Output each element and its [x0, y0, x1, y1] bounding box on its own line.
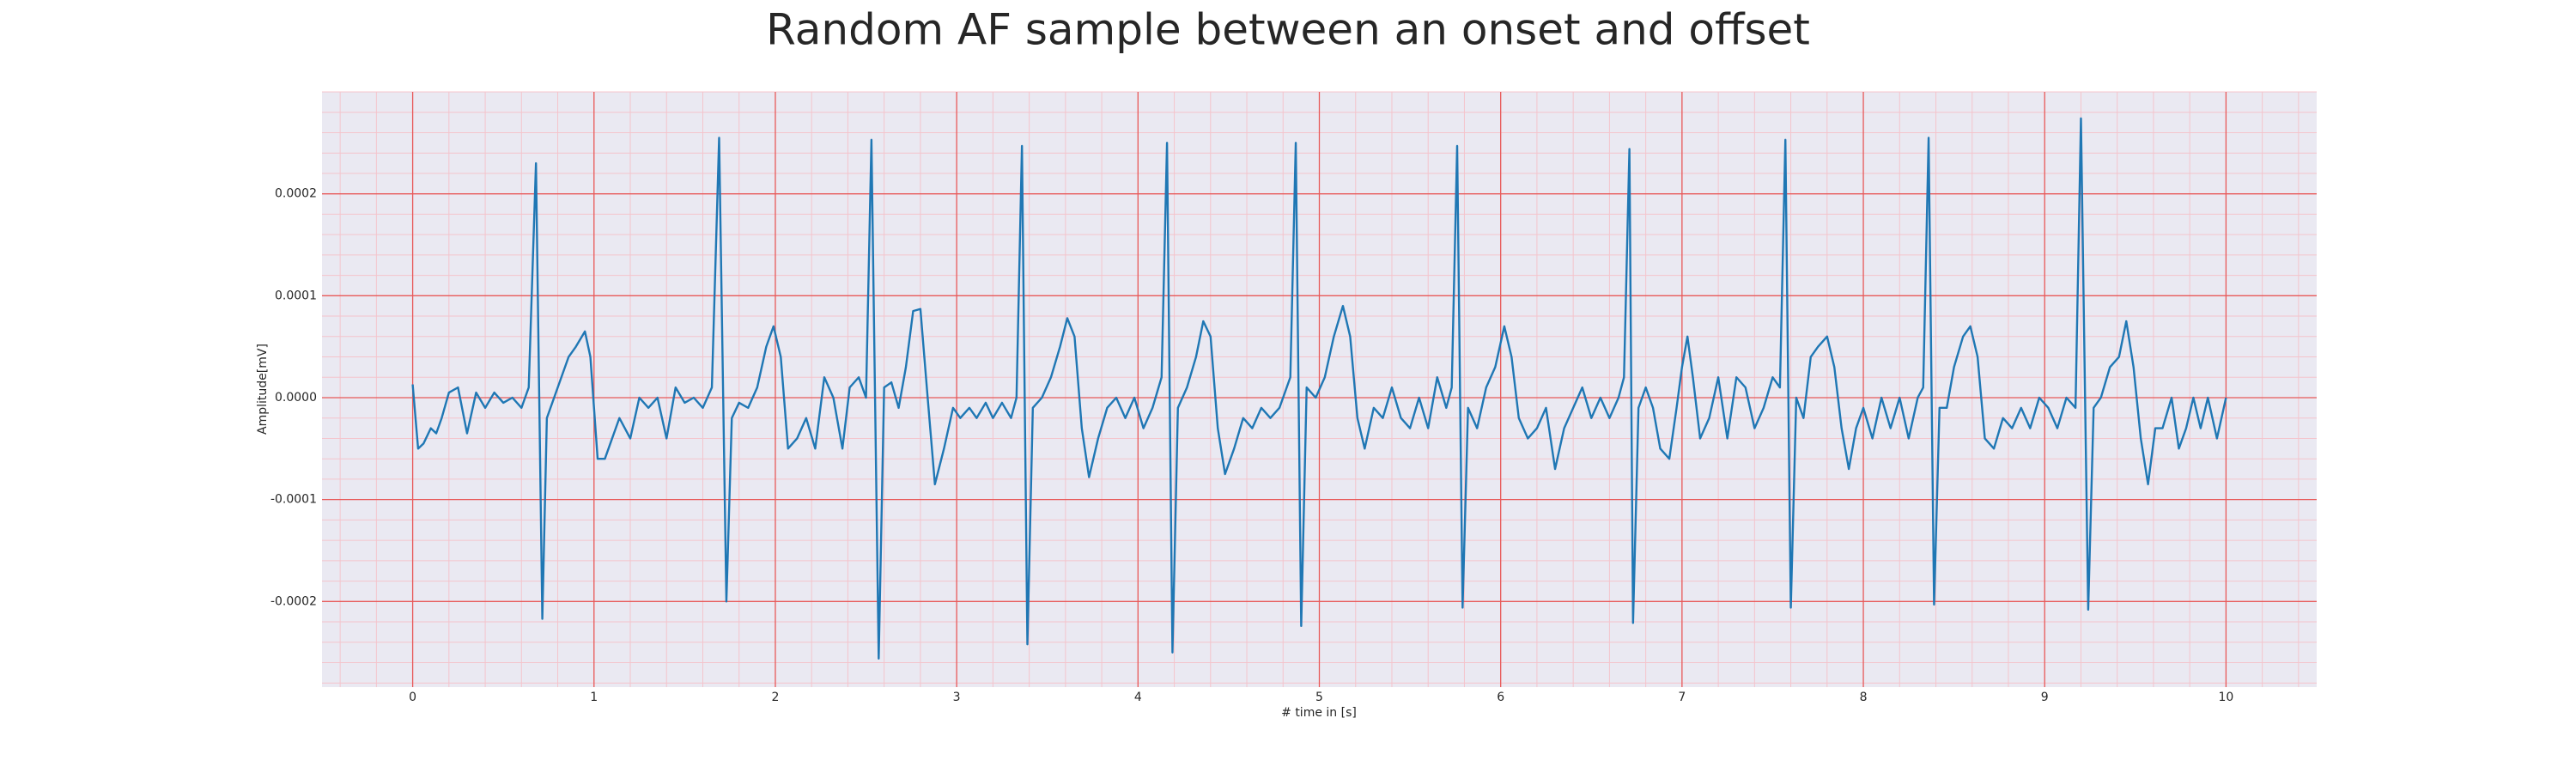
x-tick-label: 1	[590, 691, 598, 704]
x-tick-label: 0	[409, 691, 416, 704]
x-tick-label: 9	[2041, 691, 2049, 704]
y-tick-label: 0.0001	[275, 289, 317, 302]
x-tick-label: 8	[1860, 691, 1868, 704]
y-axis-label: Amplitude[mV]	[256, 344, 270, 435]
y-tick-label: 0.0002	[275, 187, 317, 201]
y-tick-label: -0.0001	[270, 493, 317, 507]
x-tick-label: 4	[1134, 691, 1142, 704]
x-tick-label: 2	[771, 691, 779, 704]
ecg-line	[411, 117, 2227, 660]
x-tick-label: 5	[1315, 691, 1323, 704]
x-tick-label: 6	[1497, 691, 1504, 704]
x-axis-label: # time in [s]	[1281, 706, 1357, 720]
x-tick-label: 10	[2218, 691, 2233, 704]
x-tick-label: 7	[1678, 691, 1686, 704]
y-tick-label: 0.0000	[275, 391, 317, 405]
chart-title: Random AF sample between an onset and of…	[766, 5, 1810, 55]
y-tick-label: -0.0002	[270, 594, 317, 608]
x-tick-label: 3	[953, 691, 961, 704]
